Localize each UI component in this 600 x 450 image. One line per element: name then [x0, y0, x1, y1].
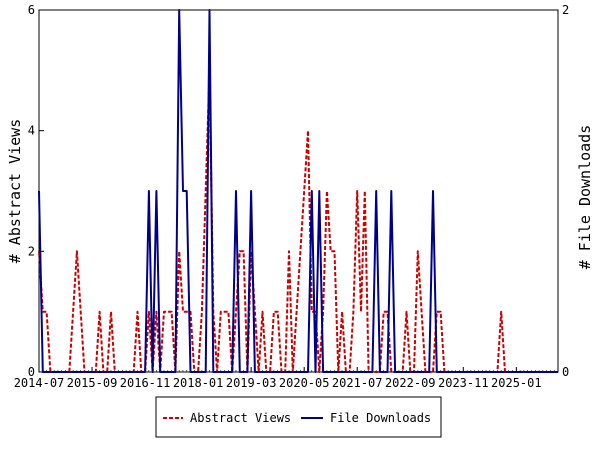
y-left-tick-label-0: 0 — [28, 365, 35, 379]
x-tick-label-5: 2020-05 — [279, 376, 330, 390]
tick-labels: 2014-07 2015-09 2016-11 2018-01 2019-03 2020-… — [14, 3, 570, 390]
x-tick-label-7: 2022-09 — [385, 376, 436, 390]
y-axis-left-title: # Abstract Views — [6, 119, 24, 264]
legend-box — [155, 396, 442, 438]
y-left-tick-label-1: 2 — [28, 244, 35, 258]
plot-area — [38, 9, 559, 373]
legend-label-abstract-views: Abstract Views — [190, 411, 291, 425]
y-left-tick-label-2: 4 — [28, 124, 35, 138]
legend: Abstract Views File Downloads — [155, 396, 442, 438]
x-tick-label-3: 2018-01 — [173, 376, 224, 390]
x-tick-label-6: 2021-07 — [332, 376, 383, 390]
plot-border — [38, 9, 559, 373]
series-lines — [38, 9, 558, 373]
y-axis-right-title: # File Downloads — [576, 125, 594, 270]
x-tick-label-8: 2023-11 — [438, 376, 489, 390]
legend-label-file-downloads: File Downloads — [330, 411, 431, 425]
series-line-file-downloads — [38, 9, 558, 373]
y-right-tick-label-1: 2 — [562, 3, 569, 17]
x-tick-label-2: 2016-11 — [120, 376, 171, 390]
y-left-tick-label-3: 6 — [28, 3, 35, 17]
x-tick-label-9: 2025-01 — [491, 376, 542, 390]
y-right-tick-label-0: 0 — [562, 365, 569, 379]
x-tick-label-0: 2014-07 — [14, 376, 65, 390]
x-tick-label-4: 2019-03 — [226, 376, 277, 390]
x-tick-label-1: 2015-09 — [67, 376, 118, 390]
